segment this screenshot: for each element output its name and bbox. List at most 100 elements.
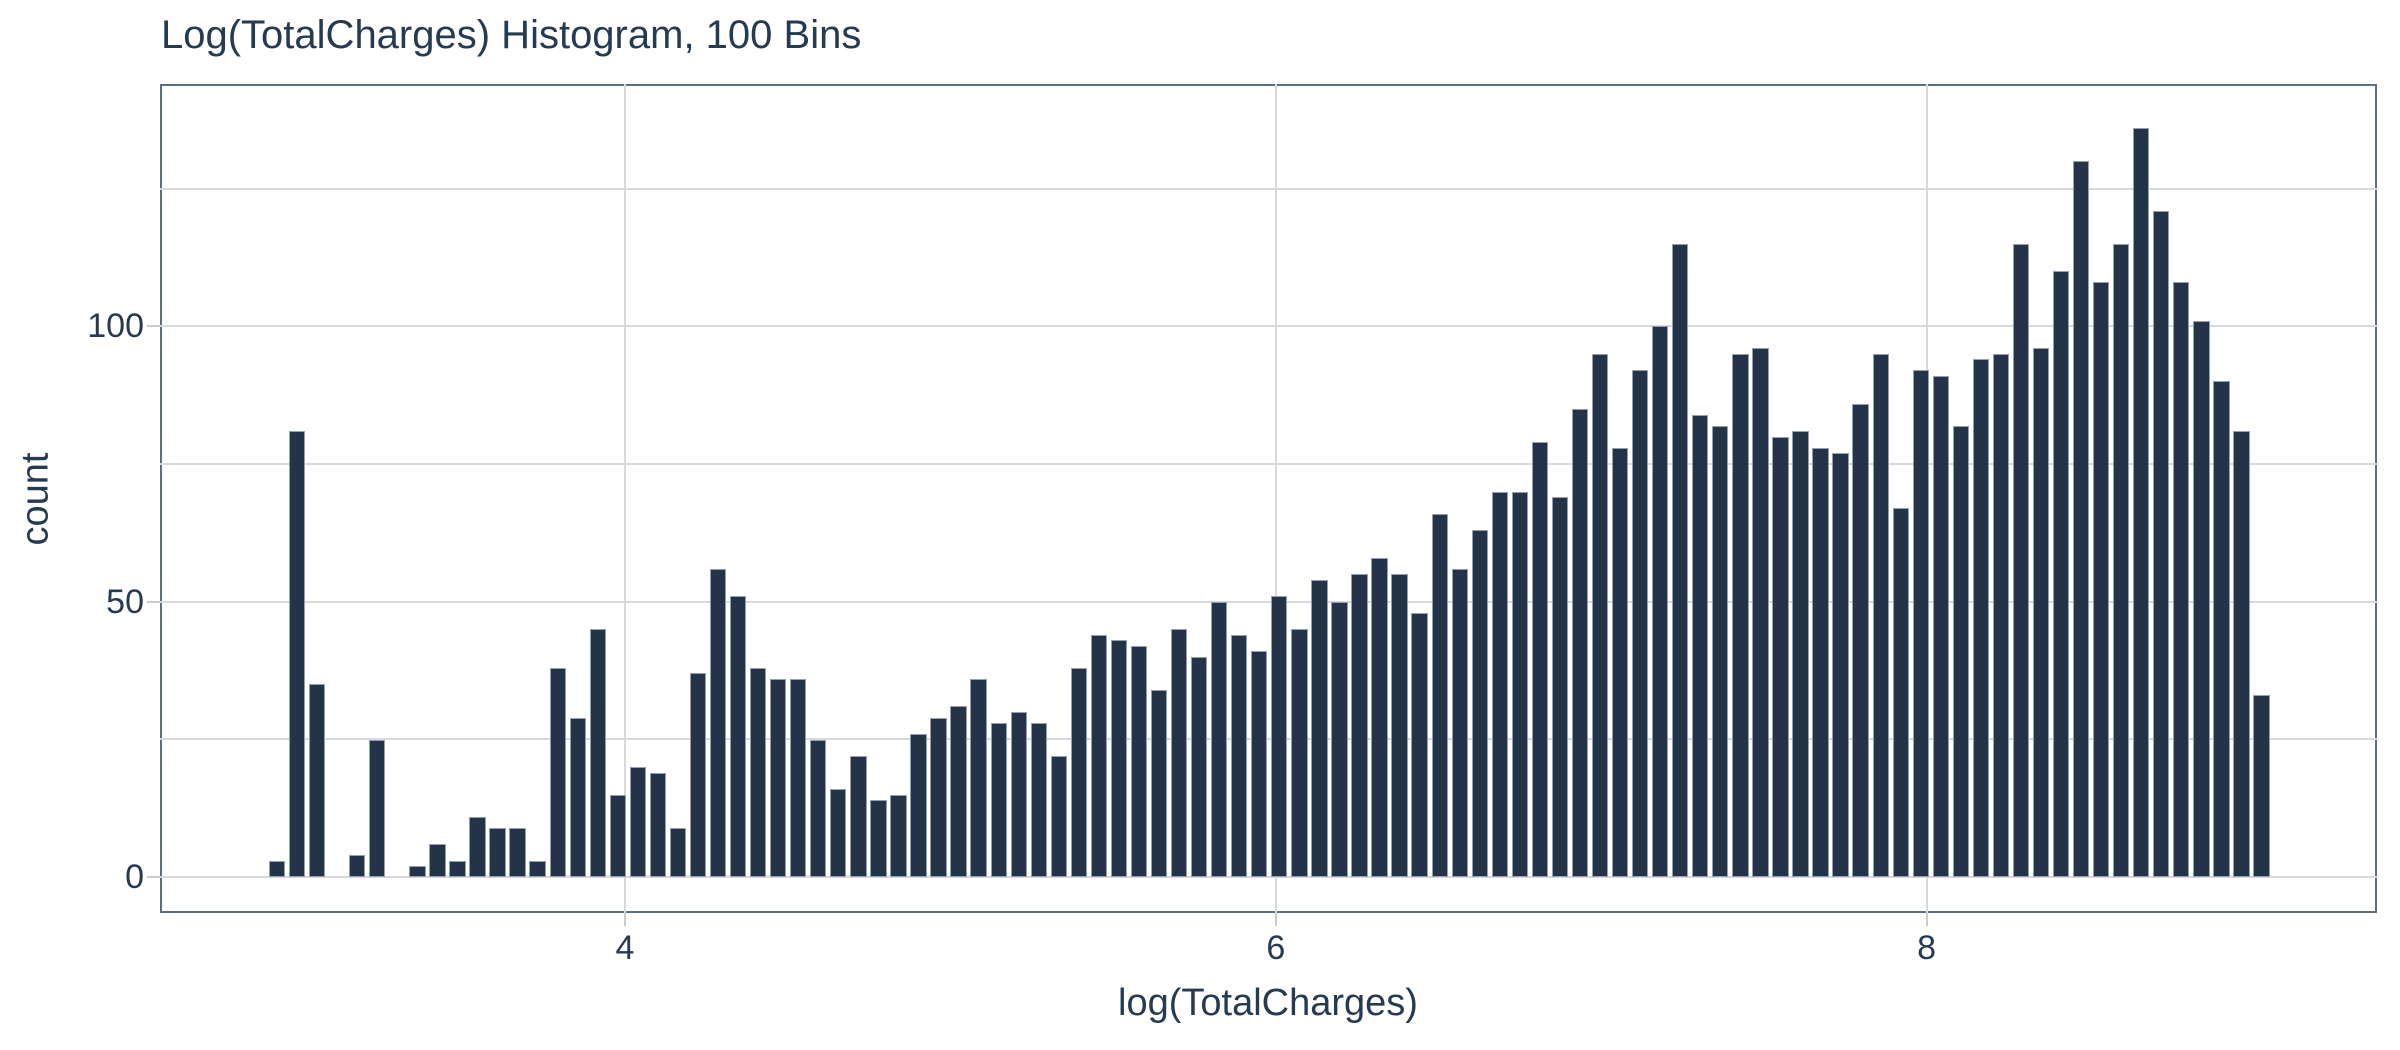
histogram-bar[interactable] [1591, 353, 1609, 878]
histogram-bar[interactable] [1712, 425, 1729, 878]
histogram-bar[interactable] [549, 667, 566, 878]
histogram-bar[interactable] [409, 866, 426, 878]
histogram-bar[interactable] [509, 827, 526, 878]
histogram-bar[interactable] [1291, 629, 1308, 878]
histogram-bar[interactable] [2253, 695, 2270, 878]
histogram-bar[interactable] [2072, 161, 2090, 878]
histogram-bar[interactable] [810, 739, 827, 878]
histogram-bar[interactable] [2052, 271, 2070, 878]
histogram-bar[interactable] [1371, 557, 1388, 878]
histogram-bar[interactable] [1090, 634, 1108, 878]
histogram-bar[interactable] [1030, 723, 1047, 878]
histogram-bar[interactable] [1391, 574, 1408, 878]
histogram-bar[interactable] [1331, 601, 1348, 878]
histogram-bar[interactable] [1571, 409, 1589, 878]
histogram-bar[interactable] [749, 667, 767, 878]
histogram-bar[interactable] [990, 723, 1007, 878]
histogram-bar[interactable] [369, 739, 386, 878]
y-tick-label-50: 50 [106, 582, 144, 621]
histogram-bar[interactable] [629, 767, 647, 878]
histogram-bar[interactable] [1812, 447, 1829, 878]
histogram-bar[interactable] [1872, 353, 1889, 878]
histogram-bar[interactable] [870, 800, 887, 878]
histogram-bar[interactable] [2193, 320, 2210, 878]
histogram-bar[interactable] [1170, 629, 1188, 878]
histogram-bar[interactable] [449, 860, 466, 878]
histogram-bar[interactable] [429, 844, 446, 878]
histogram-bar[interactable] [890, 794, 907, 878]
histogram-bar[interactable] [1992, 353, 2010, 878]
histogram-bar[interactable] [850, 756, 867, 878]
histogram-bar[interactable] [609, 794, 626, 878]
histogram-bar[interactable] [1772, 436, 1789, 878]
histogram-bar[interactable] [1150, 689, 1168, 878]
histogram-bar[interactable] [1130, 645, 1148, 878]
histogram-bar[interactable] [2093, 282, 2110, 878]
histogram-bar[interactable] [649, 772, 667, 878]
histogram-bar[interactable] [2153, 210, 2170, 878]
histogram-bar[interactable] [2032, 348, 2050, 878]
histogram-bar[interactable] [689, 673, 707, 878]
histogram-bar[interactable] [1491, 491, 1508, 878]
histogram-bar[interactable] [1531, 442, 1549, 878]
histogram-bar[interactable] [469, 816, 486, 878]
histogram-bar[interactable] [1231, 634, 1248, 878]
histogram-bar[interactable] [1451, 568, 1468, 878]
histogram-bar[interactable] [950, 706, 967, 878]
histogram-bar[interactable] [1932, 375, 1949, 878]
histogram-bar[interactable] [1972, 359, 1990, 878]
histogram-bar[interactable] [1652, 326, 1669, 878]
histogram-bar[interactable] [830, 789, 847, 878]
histogram-bar[interactable] [1190, 656, 1208, 878]
histogram-bar[interactable] [970, 678, 987, 878]
histogram-bar[interactable] [1351, 574, 1368, 878]
histogram-bar[interactable] [489, 827, 506, 878]
histogram-bar[interactable] [1732, 353, 1749, 878]
histogram-bar[interactable] [930, 717, 947, 878]
histogram-bar[interactable] [1611, 447, 1629, 878]
y-tick-label-0: 0 [125, 858, 144, 897]
histogram-bar[interactable] [1010, 711, 1027, 878]
histogram-bar[interactable] [2133, 128, 2150, 878]
histogram-bar[interactable] [1271, 596, 1288, 878]
histogram-bar[interactable] [1752, 348, 1769, 878]
histogram-bar[interactable] [2213, 381, 2230, 878]
histogram-bar[interactable] [349, 855, 366, 878]
histogram-bar[interactable] [1892, 508, 1909, 878]
histogram-bar[interactable] [1511, 491, 1529, 878]
histogram-bar[interactable] [268, 860, 286, 878]
histogram-bar[interactable] [1050, 756, 1067, 878]
histogram-bar[interactable] [1471, 530, 1488, 878]
histogram-bar[interactable] [1631, 370, 1649, 878]
histogram-bar[interactable] [308, 684, 326, 878]
histogram-bar[interactable] [288, 431, 306, 878]
histogram-bar[interactable] [709, 568, 727, 878]
histogram-bar[interactable] [669, 827, 687, 878]
histogram-bar[interactable] [1952, 425, 1969, 878]
histogram-bar[interactable] [1692, 414, 1709, 878]
histogram-bar[interactable] [2233, 431, 2250, 878]
histogram-bar[interactable] [1792, 431, 1809, 878]
histogram-bar[interactable] [790, 678, 807, 878]
histogram-bar[interactable] [1110, 640, 1128, 878]
histogram-bar[interactable] [910, 734, 927, 878]
histogram-bar[interactable] [529, 860, 546, 878]
histogram-bar[interactable] [2012, 243, 2030, 878]
histogram-bar[interactable] [1211, 601, 1228, 878]
histogram-bar[interactable] [1411, 612, 1428, 878]
histogram-bar[interactable] [770, 678, 787, 878]
histogram-bar[interactable] [1852, 403, 1869, 878]
histogram-bar[interactable] [1431, 513, 1448, 878]
histogram-bar[interactable] [2173, 282, 2190, 878]
histogram-bar[interactable] [1912, 370, 1929, 878]
histogram-bar[interactable] [1551, 497, 1569, 878]
histogram-bar[interactable] [1311, 579, 1328, 878]
histogram-bar[interactable] [1672, 243, 1689, 878]
histogram-bar[interactable] [2113, 243, 2130, 878]
histogram-bar[interactable] [1832, 453, 1849, 878]
histogram-bar[interactable] [569, 717, 586, 878]
histogram-bar[interactable] [589, 629, 606, 878]
histogram-bar[interactable] [729, 596, 747, 878]
histogram-bar[interactable] [1251, 651, 1268, 878]
histogram-bar[interactable] [1070, 667, 1088, 878]
